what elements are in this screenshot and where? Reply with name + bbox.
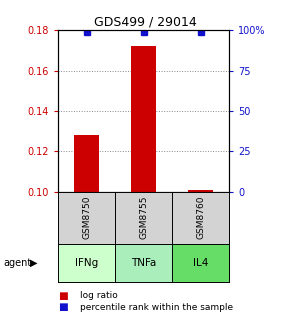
Text: GSM8755: GSM8755 [139,196,148,239]
Text: ■: ■ [58,302,68,312]
Text: GDS499 / 29014: GDS499 / 29014 [94,15,196,28]
Bar [131,46,156,192]
Text: GSM8760: GSM8760 [196,196,205,239]
Text: ■: ■ [58,291,68,301]
Bar [188,190,213,192]
Bar [74,135,99,192]
Text: GSM8750: GSM8750 [82,196,91,239]
Text: percentile rank within the sample: percentile rank within the sample [80,303,233,312]
Text: IFNg: IFNg [75,258,98,268]
Text: agent: agent [3,258,31,268]
Text: ▶: ▶ [30,258,37,268]
Text: IL4: IL4 [193,258,208,268]
Text: log ratio: log ratio [80,291,117,300]
Text: TNFa: TNFa [131,258,156,268]
